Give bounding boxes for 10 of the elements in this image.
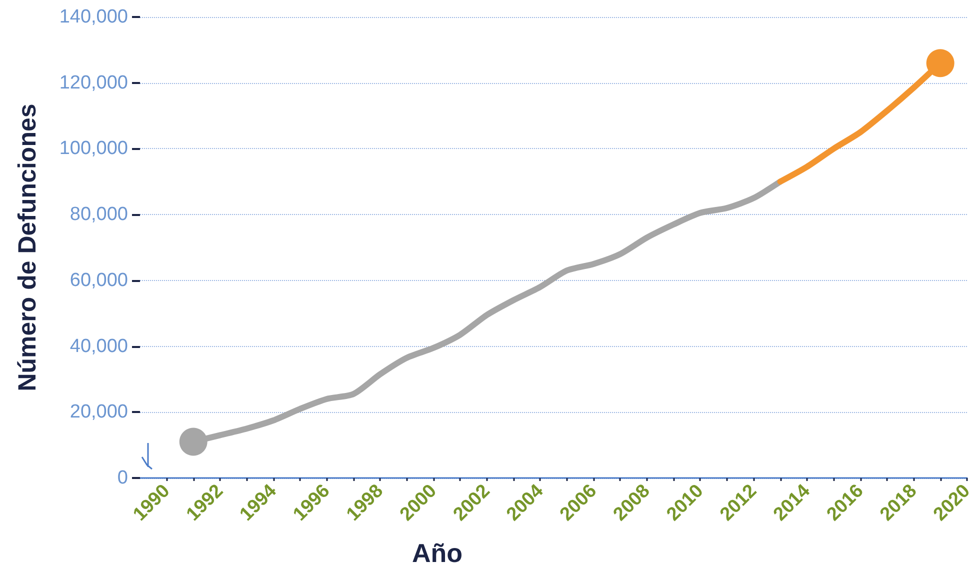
y-tick-label: 80,000 [70,204,128,226]
y-tick-label: 20,000 [70,402,128,423]
y-tick-label: 40,000 [70,336,128,357]
y-tick-label: 100,000 [59,138,128,160]
y-tick-label: 120,000 [59,72,128,94]
y-axis-title: Número de Defunciones [14,104,42,392]
x-axis-title: Año [412,538,463,568]
y-tick-label: 140,000 [59,6,128,28]
y-tick-label: 60,000 [70,270,128,291]
y-tick-label: 0 [117,468,128,488]
